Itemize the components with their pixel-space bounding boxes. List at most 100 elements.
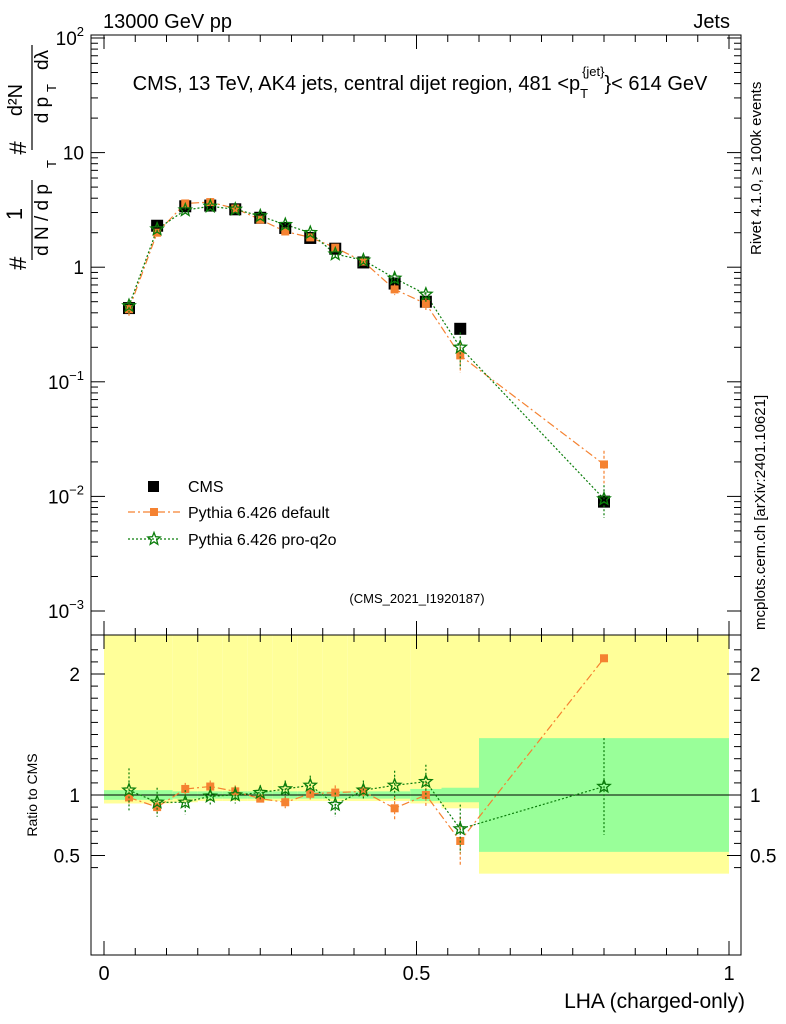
ratio-proq2o-point [452, 820, 469, 836]
pythia-proq2o-point [227, 201, 244, 217]
main-y-tick-labels: 10−3 10−2 10−1 1 10 102 [48, 24, 84, 623]
x-axis-label: LHA (charged-only) [564, 990, 745, 1013]
ratio-default-point [306, 789, 315, 798]
ratio-y-tick-label-right: 1 [750, 786, 761, 807]
x-tick-label: 0.5 [403, 963, 431, 985]
ratio-proq2o-point [418, 773, 434, 789]
pythia-proq2o-point [277, 216, 294, 232]
ratio-default-point [359, 787, 368, 796]
ratio-band-yellow [347, 635, 379, 802]
legend-proq2o-marker [146, 530, 162, 546]
ratio-y-tick-label-left: 2 [69, 665, 80, 686]
svg-text:dλ: dλ [32, 49, 53, 70]
pythia-proq2o-point [327, 245, 344, 261]
svg-text:d N / d p: d N / d p [32, 184, 53, 256]
pythia-proq2o-point [202, 198, 219, 214]
main-plot: 10−3 10−2 10−1 1 10 102 # 1 d N / d p T # d²N… [2, 24, 742, 636]
ratio-y-tick-label-right: 2 [750, 665, 761, 686]
ratio-y-tick-label-right: 0.5 [750, 847, 776, 868]
ratio-band-yellow [104, 635, 142, 804]
pythia-default-point [306, 233, 315, 242]
legend-item-cms: CMS [148, 479, 224, 496]
pythia-proq2o-point [121, 297, 137, 313]
ratio-proq2o-point [596, 778, 612, 794]
pythia-proq2o-point [355, 251, 372, 267]
analysis-id: (CMS_2021_I1920187) [349, 591, 484, 606]
pythia-proq2o-line [128, 205, 605, 500]
pythia-proq2o-point [302, 224, 319, 240]
pythia-default-point [281, 227, 290, 236]
ratio-y-tick-label-left: 0.5 [54, 847, 80, 868]
plot-title: CMS, 13 TeV, AK4 jets, central dijet reg… [133, 64, 708, 101]
ratio-proq2o-point [302, 776, 319, 793]
ratio-proq2o-point [121, 781, 137, 797]
ratio-proq2o-point [227, 786, 244, 802]
pythia-default-point [256, 215, 265, 224]
ratio-default-point [390, 804, 399, 813]
ratio-proq2o-point [149, 794, 166, 809]
ratio-proq2o-line [128, 781, 605, 830]
legend-default-marker [150, 508, 158, 516]
main-y-tick-label: 1 [73, 258, 84, 279]
ratio-uncertainty-bands [91, 635, 741, 874]
pythia-proq2o-point [177, 201, 194, 217]
svg-text:#: # [5, 256, 32, 270]
ratio-band-yellow [247, 635, 273, 802]
pythia-proq2o-point [596, 490, 612, 506]
ratio-proq2o-point [327, 796, 344, 812]
main-y-tick-label: 10 [63, 144, 84, 165]
pythia-proq2o-point [386, 270, 403, 286]
main-y-tick-label: 10−2 [48, 482, 84, 508]
legend-cms-marker [148, 481, 159, 492]
pythia-default-point [456, 351, 465, 360]
ratio-proq2o-point [202, 787, 219, 803]
pythia-proq2o-point [149, 220, 165, 236]
main-y-tick-label: 10−3 [48, 597, 84, 623]
ratio-band-yellow [379, 635, 411, 802]
main-y-tick-label: 10−1 [48, 368, 84, 394]
svg-text:1: 1 [2, 208, 27, 220]
pythia-proq2o-point [418, 286, 434, 302]
mcplots-label: mcplots.cern.ch [arXiv:2401.10621] [752, 395, 769, 630]
ratio-plot: 0.5 0.5 1 1 2 2 0 0.5 1 Ratio to CMS LHA (charge… [24, 634, 777, 1013]
legend-default-label: Pythia 6.426 default [188, 505, 330, 522]
main-y-tick-label: 102 [56, 24, 84, 50]
ratio-y-axis-label: Ratio to CMS [24, 753, 40, 836]
main-axis-ticks [91, 35, 741, 635]
ratio-axis-ticks [91, 635, 741, 955]
legend-cms-label: CMS [188, 479, 224, 496]
pythia-default-point [153, 228, 162, 237]
ratio-proq2o-point [355, 781, 372, 797]
ratio-proq2o-point [386, 776, 403, 793]
ratio-default-point [181, 784, 190, 793]
ratio-band-yellow [141, 635, 173, 804]
ratio-default-point [281, 798, 290, 807]
cms-point [454, 322, 467, 335]
pythia-default-line [128, 201, 605, 465]
legend-item-pythia-default: Pythia 6.426 default [128, 505, 330, 522]
ratio-default-point [153, 803, 162, 812]
ratio-band-yellow [172, 635, 198, 803]
header-right: Jets [693, 11, 730, 33]
ratio-band-yellow [441, 635, 479, 809]
ratio-band-yellow [322, 635, 348, 802]
svg-text:#: # [5, 141, 32, 155]
legend-proq2o-label: Pythia 6.426 pro-q2o [188, 532, 337, 549]
ratio-default-line [128, 657, 605, 842]
svg-text:T: T [44, 84, 59, 92]
legend: CMS Pythia 6.426 default Pythia 6.426 pr… [128, 479, 337, 549]
pythia-default-point [206, 198, 215, 207]
main-data-marks [121, 198, 612, 518]
ratio-proq2o-point [177, 794, 194, 809]
ratio-proq2o-point [252, 784, 269, 800]
ratio-y-tick-label-left: 1 [69, 786, 80, 807]
x-tick-label: 1 [723, 963, 734, 985]
ratio-data-marks [121, 654, 612, 866]
pythia-default-point [600, 460, 608, 469]
legend-item-pythia-proq2o: Pythia 6.426 pro-q2o [128, 530, 337, 549]
ratio-tick-labels: 0.5 0.5 1 1 2 2 0 0.5 1 [54, 665, 777, 985]
x-tick-label: 0 [98, 963, 109, 985]
rivet-label: Rivet 4.1.0, ≥ 100k events [748, 82, 765, 255]
main-y-axis-label: # 1 d N / d p T # d²N d p T dλ [2, 45, 59, 270]
svg-text:T: T [44, 160, 59, 168]
